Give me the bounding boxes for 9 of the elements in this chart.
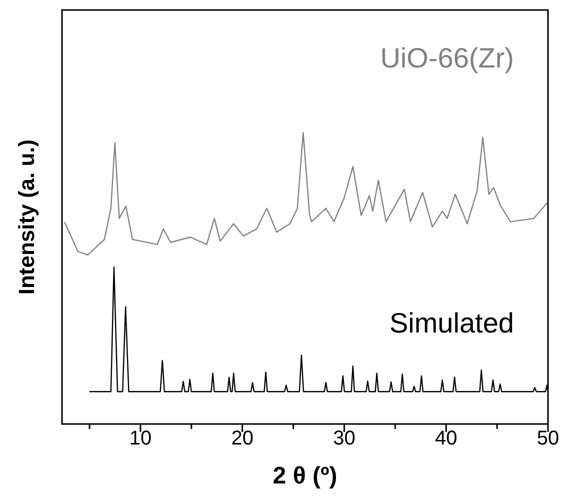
x-tick-label: 30 <box>333 428 356 450</box>
series-label: Simulated <box>389 307 514 338</box>
x-tick-label: 50 <box>536 428 560 450</box>
x-axis-title: 2 θ (º) <box>272 462 338 490</box>
text: UiO-66(Zr) <box>380 42 514 74</box>
x-tick-label: 20 <box>231 428 254 450</box>
y-axis-title: Intensity (a. u.) <box>14 139 40 295</box>
x-tick-label: 40 <box>434 428 458 450</box>
x-tick-label: 10 <box>129 428 152 450</box>
